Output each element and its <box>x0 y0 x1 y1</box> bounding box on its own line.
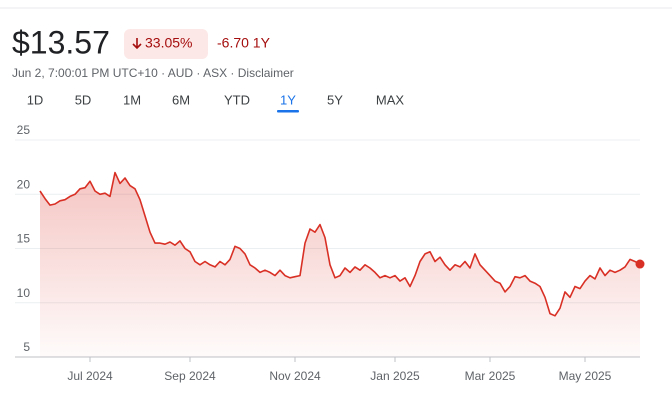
x-tick-label: Jan 2025 <box>370 369 420 383</box>
x-tick-label: Nov 2024 <box>269 369 321 383</box>
change-abs: -6.70 1Y <box>217 35 271 51</box>
change-percent: 33.05% <box>145 35 192 51</box>
y-tick-label: 20 <box>17 177 31 191</box>
y-tick-label: 15 <box>17 232 31 246</box>
range-tab[interactable]: 5Y <box>327 92 343 107</box>
x-tick-label: May 2025 <box>559 369 612 383</box>
x-tick-label: Mar 2025 <box>465 369 516 383</box>
x-tick-label: Jul 2024 <box>67 369 113 383</box>
last-price-dot <box>635 259 645 269</box>
range-tab[interactable]: 1Y <box>280 92 296 107</box>
y-tick-label: 5 <box>23 340 30 354</box>
change-badge <box>124 29 208 59</box>
price: $13.57 <box>12 24 110 60</box>
range-tab[interactable]: 1M <box>123 92 141 107</box>
active-tab-underline <box>277 110 299 113</box>
price-line <box>39 171 641 317</box>
range-tab[interactable]: 6M <box>172 92 190 107</box>
area-fill <box>40 172 640 357</box>
range-tab[interactable]: MAX <box>376 92 405 107</box>
range-tab[interactable]: 5D <box>75 92 92 107</box>
range-tab[interactable]: YTD <box>224 92 250 107</box>
x-tick-label: Sep 2024 <box>164 369 216 383</box>
subtitle: Jun 2, 7:00:01 PM UTC+10 · AUD · ASX · D… <box>12 66 294 80</box>
range-tab[interactable]: 1D <box>27 92 44 107</box>
y-tick-label: 10 <box>17 286 31 300</box>
down-arrow <box>132 38 142 50</box>
y-tick-label: 25 <box>17 123 31 137</box>
